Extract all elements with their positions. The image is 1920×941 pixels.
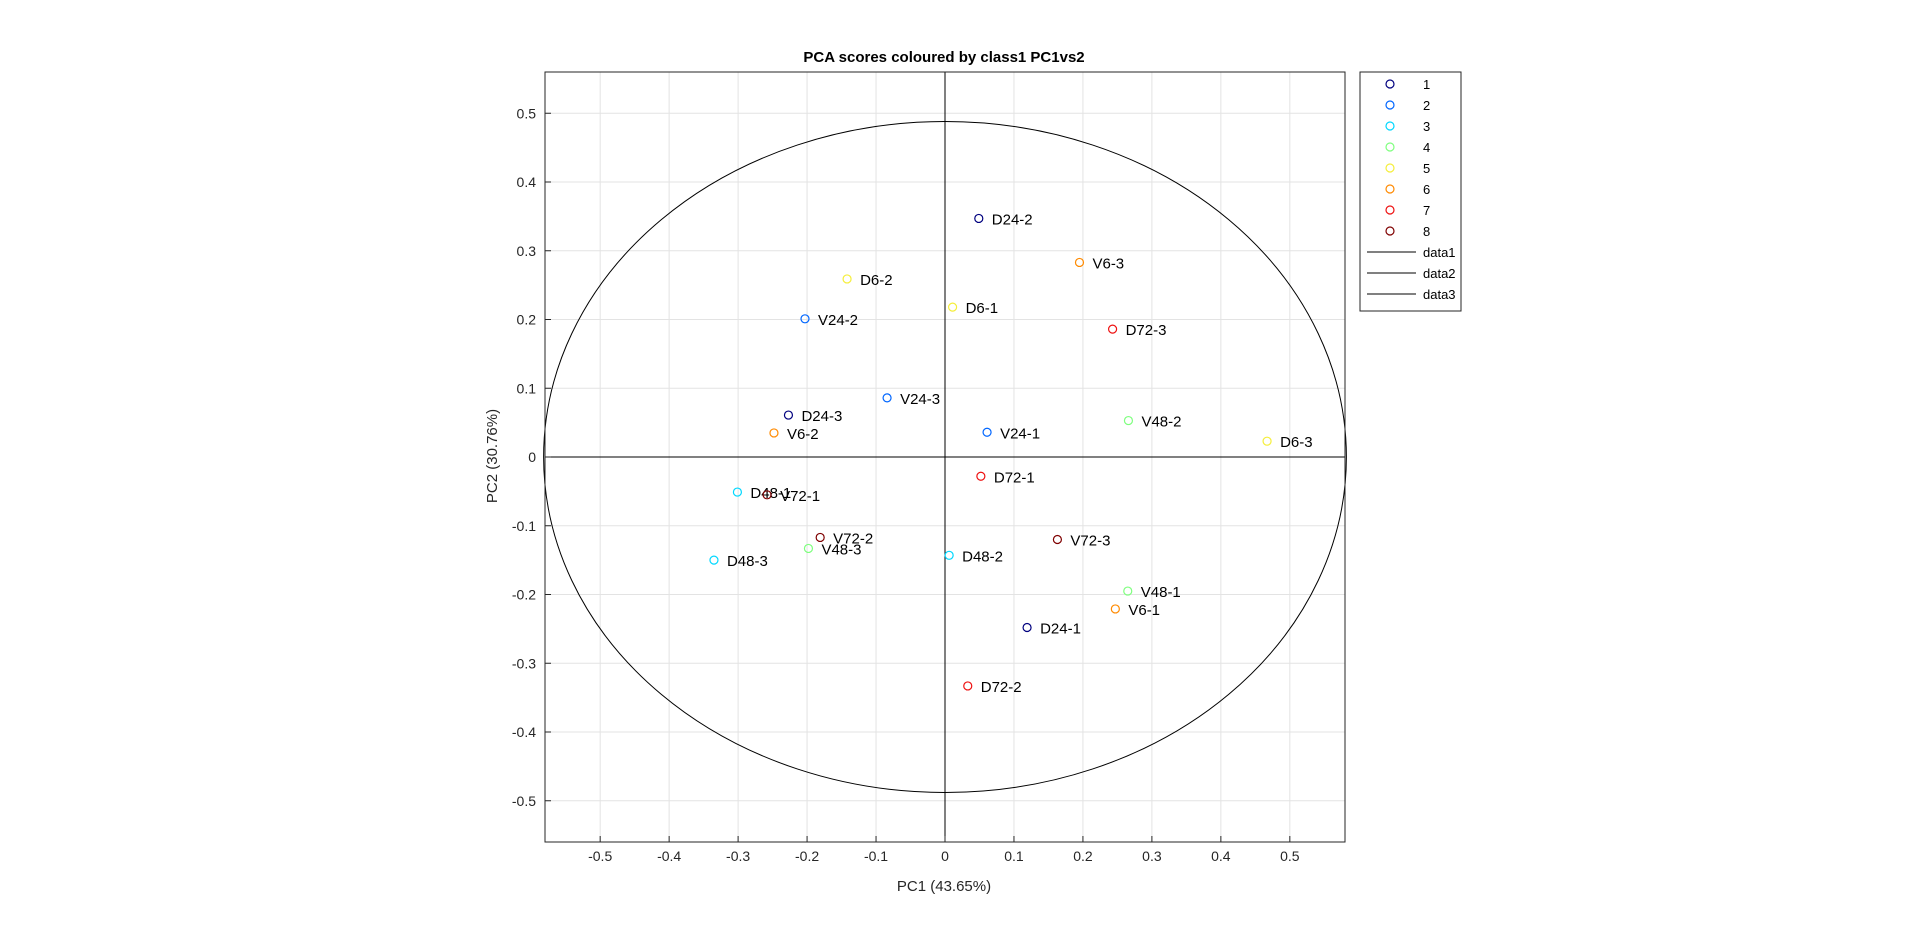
point-label: D48-3 — [727, 553, 768, 570]
legend-label: data2 — [1423, 266, 1456, 281]
chart-title: PCA scores coloured by class1 PC1vs2 — [803, 49, 1084, 66]
legend-label: 6 — [1423, 182, 1430, 197]
y-tick-label: 0.3 — [517, 243, 537, 259]
legend-label: 2 — [1423, 98, 1430, 113]
x-tick-label: 0.5 — [1280, 848, 1300, 864]
y-tick-label: -0.4 — [512, 724, 536, 740]
point-label: V48-3 — [821, 541, 861, 558]
point-label: V6-1 — [1128, 602, 1160, 619]
y-tick-label: 0.1 — [517, 380, 537, 396]
y-tick-label: -0.5 — [512, 793, 536, 809]
legend-label: 3 — [1423, 119, 1430, 134]
point-label: D72-1 — [994, 469, 1035, 486]
y-tick-label: 0.2 — [517, 312, 537, 328]
x-tick-label: -0.5 — [588, 848, 612, 864]
point-label: D24-2 — [992, 211, 1033, 228]
x-tick-label: 0.3 — [1142, 848, 1162, 864]
x-tick-label: -0.4 — [657, 848, 681, 864]
legend-label: 5 — [1423, 161, 1430, 176]
legend-label: data1 — [1423, 245, 1456, 260]
y-axis-label: PC2 (30.76%) — [484, 409, 501, 503]
point-label: D72-2 — [981, 679, 1022, 696]
point-label: D6-2 — [860, 272, 893, 289]
legend-label: data3 — [1423, 287, 1456, 302]
y-tick-label: -0.3 — [512, 655, 536, 671]
y-tick-label: 0.5 — [517, 105, 537, 121]
x-tick-label: -0.2 — [795, 848, 819, 864]
legend-label: 4 — [1423, 140, 1430, 155]
point-label: V72-3 — [1070, 533, 1110, 550]
x-tick-label: 0 — [941, 848, 949, 864]
point-label: V24-3 — [900, 391, 940, 408]
y-tick-label: 0 — [528, 449, 536, 465]
point-label: D24-3 — [801, 408, 842, 425]
x-tick-label: -0.1 — [864, 848, 888, 864]
point-label: V48-1 — [1141, 584, 1181, 601]
y-tick-label: -0.1 — [512, 518, 536, 534]
legend-label: 8 — [1423, 224, 1430, 239]
y-tick-label: 0.4 — [517, 174, 537, 190]
point-label: D72-3 — [1126, 322, 1167, 339]
point-label: V24-1 — [1000, 425, 1040, 442]
point-label: V48-2 — [1141, 414, 1181, 431]
x-axis-label: PC1 (43.65%) — [897, 878, 991, 895]
legend-label: 7 — [1423, 203, 1430, 218]
legend: 1 2 3 4 5 6 7 8 data1 data2 data3 — [1360, 72, 1461, 311]
point-label: D6-3 — [1280, 434, 1313, 451]
point-label: V24-2 — [818, 312, 858, 329]
y-tick-label: -0.2 — [512, 587, 536, 603]
x-tick-label: -0.3 — [726, 848, 750, 864]
legend-label: 1 — [1423, 77, 1430, 92]
x-tick-label: 0.1 — [1004, 848, 1024, 864]
point-label: D6-1 — [966, 300, 999, 317]
point-label: V72-1 — [780, 488, 820, 505]
point-label: V6-3 — [1092, 255, 1124, 272]
point-label: D24-1 — [1040, 621, 1081, 638]
x-tick-label: 0.2 — [1073, 848, 1093, 864]
point-label: V6-2 — [787, 426, 819, 443]
x-tick-label: 0.4 — [1211, 848, 1231, 864]
point-label: D48-2 — [962, 548, 1003, 565]
